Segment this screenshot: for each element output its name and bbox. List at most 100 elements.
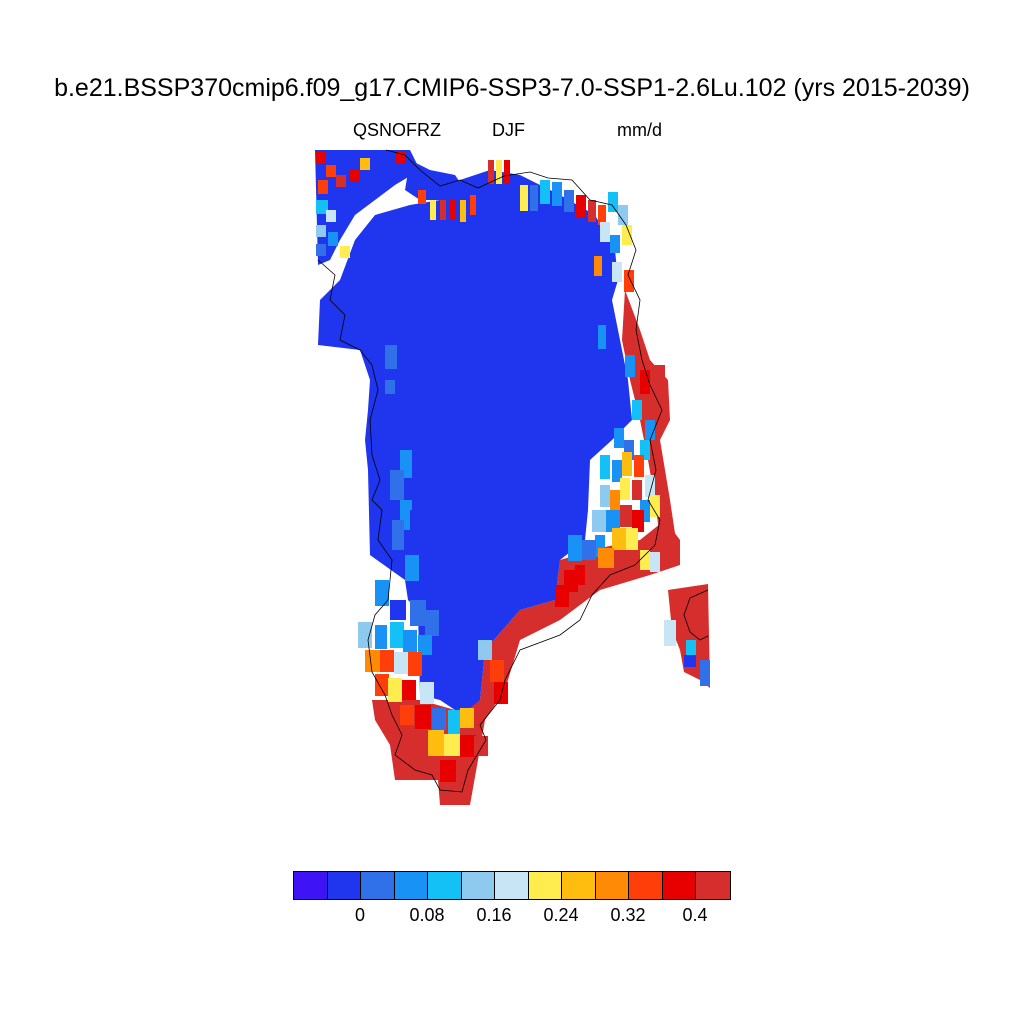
grid-cell [390,470,404,500]
grid-cell [340,246,350,258]
plot-title: b.e21.BSSP370cmip6.f09_g17.CMIP6-SSP3-7.… [54,74,970,102]
colorbar-box [495,872,529,899]
grid-cell [385,380,395,394]
grid-cell [388,678,402,702]
grid-cell [640,440,650,460]
grid-cell [650,495,660,517]
grid-cell [375,625,387,649]
grid-cell [598,325,606,349]
colorbar-box [394,872,428,899]
grid-cell [316,152,326,164]
grid-cell [365,650,381,672]
grid-cell [444,734,460,756]
grid-cell [460,200,466,222]
grid-cell [595,535,605,557]
grid-cell [390,622,404,648]
grid-cell [390,600,406,620]
grid-cell [440,760,456,782]
grid-cell [432,708,446,730]
grid-cell [440,200,446,220]
grid-cell [375,674,389,696]
grid-cell [622,225,632,245]
grid-cell [640,500,650,522]
grid-cell [504,160,510,184]
grid-cell [400,705,414,725]
grid-cell [634,455,644,477]
red-island [668,584,710,688]
colorbar-box [528,872,562,899]
grid-cell [552,182,562,206]
grid-cell [582,540,596,560]
grid-cell [610,490,620,510]
grid-cell [600,455,610,479]
grid-cell [410,600,426,626]
grid-cell [645,420,655,440]
grid-cell [612,262,622,282]
grid-cell [626,528,638,550]
grid-cell [490,660,504,682]
grid-cell [326,210,336,222]
grid-cell [624,440,634,460]
colorbar-box [361,872,395,899]
grid-cell [360,158,370,170]
grid-cell [588,200,596,222]
grid-cell [474,736,488,756]
grid-cell [598,548,614,568]
grid-cell [460,708,474,728]
grid-cell [650,552,660,572]
grid-cell [592,510,606,532]
colorbar-box [294,872,328,899]
grid-cell [478,640,492,660]
colorbar-box [327,872,361,899]
grid-cell [700,660,710,686]
grid-cell [640,370,650,394]
grid-cell [594,256,602,276]
grid-cell [606,510,620,532]
colorbar-box [662,872,696,899]
grid-cell [425,610,439,636]
grid-cell [316,244,326,256]
island-coastline [683,589,709,641]
grid-cell [316,225,326,237]
grid-cell [576,195,586,217]
grid-cell [380,650,394,672]
grid-cell [564,570,578,592]
grid-cell [664,620,676,646]
ice-sheet-interior [318,170,632,710]
grid-cell [450,200,456,220]
grid-cell [564,190,574,212]
grid-cell [392,520,404,550]
grid-cell [496,160,502,184]
grid-cell [418,190,426,204]
season-label: DJF [492,120,525,140]
colorbar-tick-label: 0.08 [409,905,445,925]
grid-cell [460,735,476,757]
grid-cell [620,478,630,500]
grid-cell [415,705,431,729]
grid-cell [385,345,397,369]
colorbar-tick-label: 0.24 [543,905,579,925]
grid-cell [575,565,585,585]
coastline [317,149,709,793]
grid-cell [598,205,606,225]
grid-cell [645,475,655,497]
grid-cell [394,652,408,674]
grid-cell [684,655,696,667]
grid-cell [610,235,620,253]
colorbar-box [428,872,462,899]
colorbar [293,871,731,900]
colorbar-box [595,872,629,899]
grid-cell [520,185,528,211]
grid-cell [470,195,476,215]
grid-cell [600,485,610,507]
colorbar-tick-label: 0 [354,905,366,925]
grid-cell [614,428,624,448]
grid-cell [395,152,405,164]
grid-cell [655,365,665,389]
grid-cell [318,180,328,194]
colorbar-box [629,872,663,899]
grid-cell [410,510,420,530]
grid-cell [403,630,417,654]
grid-cell [428,730,444,756]
